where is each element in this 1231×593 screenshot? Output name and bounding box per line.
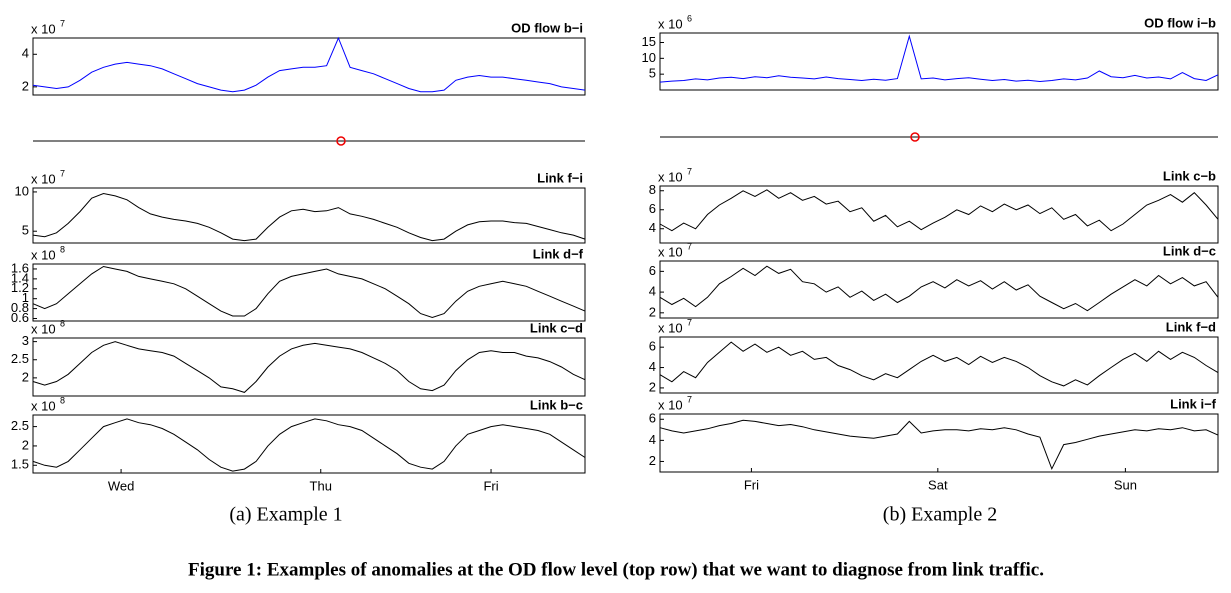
plot-frame [32, 187, 586, 244]
subcaption: (b) Example 2 [883, 504, 997, 526]
panel-title: Link f−d [1166, 319, 1216, 334]
scale-exponent: 7 [687, 166, 692, 176]
caption: Figure 1: Examples of anomalies at the O… [188, 559, 1044, 580]
scale-exponent: 8 [60, 318, 65, 328]
series-line [32, 36, 586, 93]
series-line [32, 341, 586, 393]
y-tick-label: 2 [22, 78, 29, 93]
scale-label: x 10 [658, 397, 683, 412]
y-tick-label: 4 [649, 359, 656, 374]
scale-exponent: 8 [60, 395, 65, 405]
y-tick-label: 0.8 [11, 300, 29, 315]
y-tick-label: 2.5 [11, 351, 29, 366]
y-tick-label: 1.4 [11, 270, 29, 285]
y-tick-label: 1.5 [11, 457, 29, 472]
scale-exponent: 7 [60, 168, 65, 178]
panel-title: Link b−c [530, 397, 583, 412]
y-tick-label: 4 [22, 46, 29, 61]
panel-title: Link i−f [1170, 396, 1217, 411]
y-tick-label: 4 [649, 432, 656, 447]
series-line [659, 265, 1219, 312]
y-tick-label: 15 [642, 34, 656, 49]
scale-label: x 10 [658, 16, 683, 31]
scale-label: x 10 [658, 169, 683, 184]
y-tick-label: 4 [649, 284, 656, 299]
scale-label: x 10 [658, 320, 683, 335]
subcaption: (a) Example 1 [229, 504, 342, 526]
series-line [659, 34, 1219, 83]
y-tick-label: 0.6 [11, 310, 29, 325]
y-tick-label: 6 [649, 263, 656, 278]
series-line [32, 265, 586, 319]
series-line [32, 418, 586, 472]
scale-label: x 10 [31, 171, 56, 186]
y-tick-label: 2 [649, 304, 656, 319]
plot-frame [32, 414, 586, 474]
y-tick-label: 2 [22, 369, 29, 384]
plot-frame [659, 413, 1219, 473]
panel-title: OD flow b−i [511, 20, 583, 35]
y-tick-label: 6 [649, 411, 656, 426]
y-tick-label: 10 [15, 183, 29, 198]
plot-frame [32, 337, 586, 397]
y-tick-label: 6 [649, 201, 656, 216]
y-tick-label: 10 [642, 50, 656, 65]
y-tick-label: 1.2 [11, 280, 29, 295]
y-tick-label: 8 [649, 182, 656, 197]
series-line [32, 192, 586, 242]
x-tick-label: Fri [483, 478, 498, 493]
series-line [659, 419, 1219, 471]
y-tick-label: 2 [649, 379, 656, 394]
x-tick-label: Wed [108, 478, 135, 493]
y-tick-label: 3 [22, 333, 29, 348]
anomaly-marker [910, 132, 920, 142]
series-line [659, 341, 1219, 387]
x-tick-label: Sat [928, 477, 948, 492]
x-tick-label: Sun [1114, 477, 1137, 492]
scale-exponent: 6 [687, 13, 692, 23]
y-tick-label: 2 [649, 453, 656, 468]
series-line [659, 189, 1219, 232]
scale-exponent: 7 [687, 241, 692, 251]
y-tick-label: 5 [22, 223, 29, 238]
scale-label: x 10 [31, 398, 56, 413]
scale-exponent: 7 [60, 18, 65, 28]
y-tick-label: 2.5 [11, 418, 29, 433]
scale-label: x 10 [31, 247, 56, 262]
y-tick-label: 1.6 [11, 260, 29, 275]
panel-title: Link c−d [530, 320, 583, 335]
y-tick-label: 5 [649, 66, 656, 81]
plot-frame [32, 37, 586, 96]
scale-exponent: 8 [60, 244, 65, 254]
scale-exponent: 7 [687, 394, 692, 404]
y-tick-label: 1 [22, 290, 29, 305]
panel-title: OD flow i−b [1144, 15, 1216, 30]
plot-frame [32, 263, 586, 322]
y-tick-label: 6 [649, 339, 656, 354]
plot-frame [659, 336, 1219, 394]
plot-frame [659, 185, 1219, 244]
scale-exponent: 7 [687, 317, 692, 327]
anomaly-marker [336, 136, 346, 146]
scale-label: x 10 [658, 244, 683, 259]
x-tick-label: Thu [310, 478, 332, 493]
panel-title: Link f−i [537, 170, 583, 185]
y-tick-label: 2 [22, 437, 29, 452]
scale-label: x 10 [31, 321, 56, 336]
panel-title: Link d−f [533, 246, 584, 261]
plot-frame [659, 32, 1219, 91]
x-tick-label: Fri [744, 477, 759, 492]
panel-title: Link c−b [1163, 168, 1216, 183]
plot-frame [659, 260, 1219, 319]
scale-label: x 10 [31, 21, 56, 36]
panel-title: Link d−c [1163, 243, 1216, 258]
y-tick-label: 4 [649, 220, 656, 235]
